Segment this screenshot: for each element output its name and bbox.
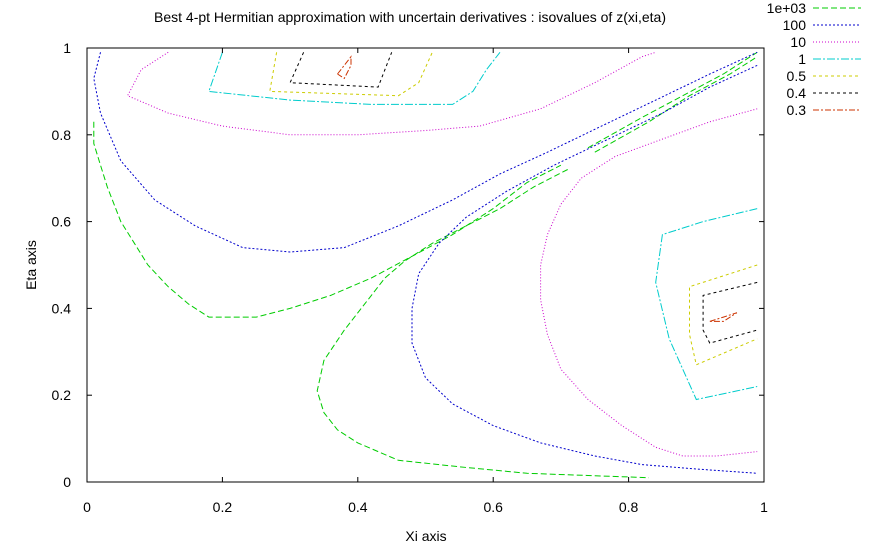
y-axis-label: Eta axis: [23, 240, 39, 290]
contour-level-1e-03: [594, 56, 758, 153]
x-tick-label: 0.2: [213, 499, 233, 515]
contour-level-0-5: [689, 264, 758, 366]
y-tick-label: 0.2: [52, 387, 72, 403]
y-tick-label: 0: [63, 474, 71, 490]
y-tick-label: 0.6: [52, 214, 72, 230]
legend-label: 1: [798, 51, 806, 67]
x-tick-label: 1: [760, 499, 768, 515]
x-tick-label: 0: [83, 499, 91, 515]
contour-level-10: [126, 51, 656, 136]
contour-level-10: [540, 108, 758, 457]
legend-label: 1e+03: [767, 0, 807, 16]
contour-level-0-5: [269, 52, 433, 97]
axes: 0 0.2 0.4 0.6 0.8 1 0 0.2 0.4 0.6 0.8 1: [52, 40, 769, 515]
plot-frame: [86, 47, 765, 483]
legend-label: 100: [783, 17, 807, 33]
contour-level-0-4: [289, 52, 393, 88]
y-tick-label: 0.8: [52, 127, 72, 143]
y-tick-label: 1: [63, 40, 71, 56]
legend-label: 10: [790, 34, 806, 50]
contour-level-0-3: [709, 312, 738, 322]
contour-level-1e-03: [587, 51, 758, 149]
contour-level-1: [208, 51, 501, 105]
chart-title: Best 4-pt Hermitian approximation with u…: [154, 9, 666, 25]
x-axis-label: Xi axis: [405, 528, 446, 544]
x-tick-label: 0.8: [619, 499, 639, 515]
contour-level-1e-03: [316, 169, 649, 479]
contour-level-100: [93, 51, 758, 253]
contour-level-1e-03: [93, 121, 562, 318]
contour-level-0-4: [702, 281, 758, 344]
legend-label: 0.5: [787, 68, 807, 84]
contour-level-1: [655, 208, 758, 401]
y-tick-label: 0.4: [52, 300, 72, 316]
x-tick-label: 0.6: [483, 499, 503, 515]
contour-level-100: [411, 64, 758, 474]
contour-lines: [93, 51, 758, 479]
x-tick-label: 0.4: [348, 499, 368, 515]
legend-label: 0.3: [787, 102, 807, 118]
legend-label: 0.4: [787, 85, 807, 101]
contour-level-0-3: [337, 55, 352, 80]
